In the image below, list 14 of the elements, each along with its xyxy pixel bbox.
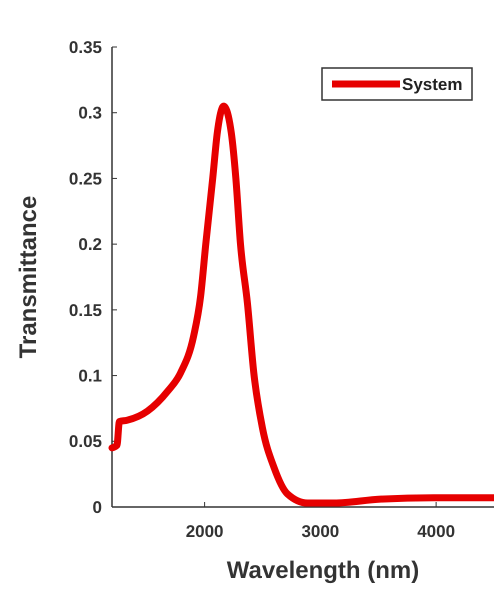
y-tick-label: 0.15 xyxy=(68,300,102,320)
y-tick-label: 0.35 xyxy=(68,38,102,57)
x-axis-title: Wavelength (nm) xyxy=(226,557,420,584)
y-tick-label: 0.25 xyxy=(68,169,102,188)
x-tick-label: 2000 xyxy=(186,522,224,541)
y-tick-label: 0.05 xyxy=(68,432,102,452)
x-tick-label: 4000 xyxy=(417,522,456,541)
legend-label: System xyxy=(402,74,462,94)
x-tick-label: 3000 xyxy=(301,522,340,541)
y-tick-label: 0.2 xyxy=(78,235,102,254)
y-tick-label: 0.3 xyxy=(78,104,102,123)
y-tick-label: 0 xyxy=(92,498,102,517)
y-axis-title: Transmittance xyxy=(15,196,42,358)
y-tick-label: 0.1 xyxy=(78,366,102,386)
